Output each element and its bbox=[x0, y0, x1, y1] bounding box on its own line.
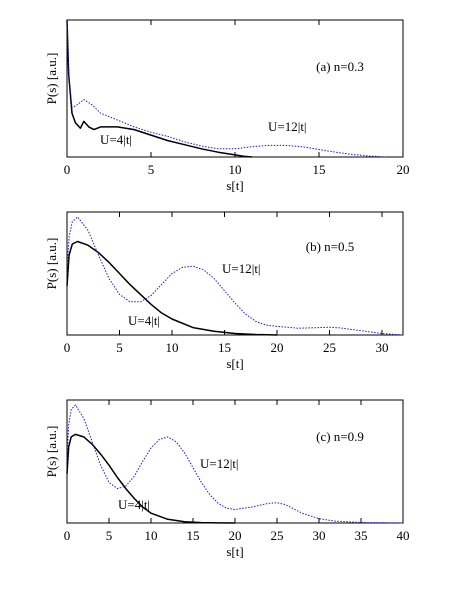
x-tick-label: 15 bbox=[187, 528, 200, 543]
series-line bbox=[66, 433, 236, 524]
series-label: U=4|t| bbox=[128, 313, 160, 328]
series-label: U=12|t| bbox=[200, 456, 239, 471]
panel-annotation: (c) n=0.9 bbox=[316, 429, 364, 444]
series-label: U=4|t| bbox=[118, 497, 150, 512]
x-axis-label: s[t] bbox=[226, 356, 243, 371]
series-line bbox=[66, 216, 404, 336]
x-tick-label: 5 bbox=[106, 528, 113, 543]
x-tick-label: 25 bbox=[323, 340, 336, 355]
series-line bbox=[66, 19, 252, 158]
x-tick-label: 25 bbox=[271, 528, 284, 543]
x-tick-label: 15 bbox=[218, 340, 231, 355]
x-tick-label: 5 bbox=[148, 162, 155, 177]
x-tick-label: 10 bbox=[166, 340, 179, 355]
y-axis-label: P(s) [a.u.] bbox=[44, 238, 59, 290]
x-tick-label: 10 bbox=[145, 528, 158, 543]
x-tick-label: 30 bbox=[313, 528, 326, 543]
x-tick-label: 20 bbox=[271, 340, 284, 355]
x-tick-label: 35 bbox=[355, 528, 368, 543]
series-line bbox=[66, 19, 387, 158]
series-label: U=12|t| bbox=[268, 119, 307, 134]
series-label: U=4|t| bbox=[100, 132, 132, 147]
x-axis-label: s[t] bbox=[226, 178, 243, 193]
x-tick-label: 10 bbox=[229, 162, 242, 177]
x-tick-label: 0 bbox=[64, 528, 71, 543]
x-tick-label: 30 bbox=[376, 340, 389, 355]
panel-annotation: (b) n=0.5 bbox=[306, 239, 355, 254]
x-tick-label: 0 bbox=[64, 340, 71, 355]
x-tick-label: 5 bbox=[116, 340, 123, 355]
y-axis-label: P(s) [a.u.] bbox=[44, 426, 59, 478]
series-line bbox=[66, 240, 278, 336]
x-tick-label: 40 bbox=[397, 528, 410, 543]
panel-annotation: (a) n=0.3 bbox=[316, 59, 364, 74]
x-axis-label: s[t] bbox=[226, 544, 243, 559]
x-tick-label: 15 bbox=[313, 162, 326, 177]
x-tick-label: 0 bbox=[64, 162, 71, 177]
x-tick-label: 20 bbox=[229, 528, 242, 543]
y-axis-label: P(s) [a.u.] bbox=[44, 53, 59, 105]
x-tick-label: 20 bbox=[397, 162, 410, 177]
series-line bbox=[66, 404, 404, 524]
series-label: U=12|t| bbox=[222, 261, 261, 276]
